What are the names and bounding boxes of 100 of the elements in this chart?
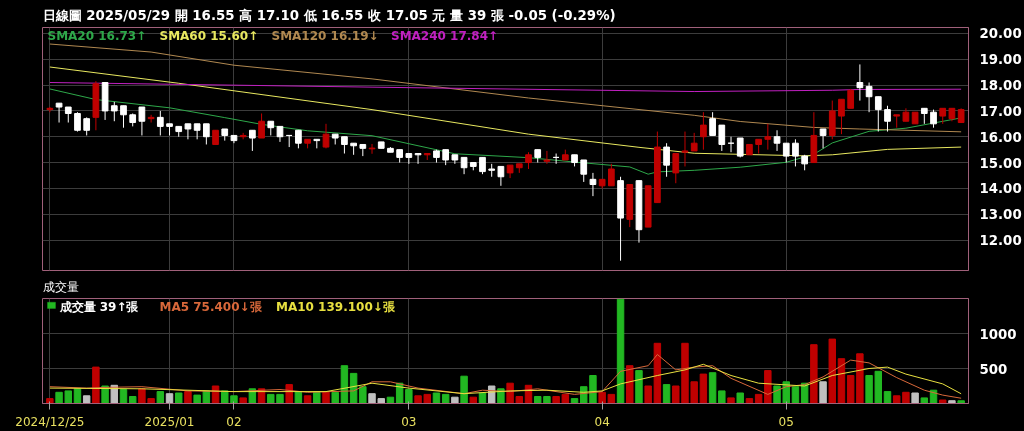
bar	[819, 381, 827, 404]
candlestick	[120, 105, 127, 129]
candlestick	[874, 96, 882, 133]
bar	[303, 395, 312, 404]
candlestick	[663, 142, 670, 178]
candlestick	[202, 123, 210, 145]
y-tick-label: 17.00	[979, 103, 1022, 119]
y-tick-label: 1000	[979, 326, 1017, 342]
x-tick-label: 05	[778, 414, 794, 429]
candlestick	[322, 123, 330, 149]
y-tick-label: 12.00	[979, 233, 1022, 249]
bar	[92, 366, 100, 404]
candlestick	[295, 129, 302, 149]
bar	[82, 395, 91, 404]
line-series	[49, 354, 962, 399]
bar	[322, 391, 330, 404]
bar	[635, 370, 643, 404]
candlestick	[838, 98, 845, 135]
bar	[727, 397, 735, 404]
bar	[46, 398, 54, 404]
candlestick	[718, 124, 726, 152]
text: SMA120 16.19↓	[271, 28, 379, 43]
y-tick-label: 20.00	[979, 26, 1022, 42]
line-series	[49, 82, 962, 93]
bar	[745, 398, 754, 404]
bar	[699, 373, 708, 404]
bar	[911, 392, 919, 404]
candlestick	[792, 138, 799, 167]
candlestick	[709, 111, 716, 136]
text: MA5 75.400↓張	[159, 299, 263, 314]
candlestick	[46, 106, 54, 113]
text: SMA60 15.60↑	[159, 28, 259, 43]
bar	[939, 399, 947, 404]
bar	[957, 400, 965, 404]
legend-label: 成交量 39↑張	[58, 299, 140, 314]
candlestick	[589, 172, 597, 197]
bar	[165, 393, 174, 404]
bar	[616, 298, 625, 404]
candlestick	[782, 142, 790, 164]
bar	[718, 390, 726, 404]
candlestick	[249, 129, 256, 152]
candlestick	[368, 143, 376, 155]
bar	[810, 344, 818, 404]
bar	[460, 375, 468, 404]
candlestick	[147, 114, 155, 124]
bar	[359, 386, 367, 404]
candlestick	[83, 116, 91, 136]
bar	[570, 398, 579, 404]
candlestick	[110, 101, 118, 122]
bar	[883, 391, 892, 404]
y-tick-label: 15.00	[979, 155, 1022, 171]
line-series	[49, 43, 962, 133]
candlestick	[773, 129, 781, 152]
candlestick	[74, 111, 81, 133]
y-tick-label: 18.00	[979, 78, 1022, 94]
bar	[451, 396, 459, 404]
candlestick	[193, 123, 201, 140]
x-tick-label: 03	[401, 414, 417, 429]
text: SMA240 17.84↑	[391, 28, 499, 43]
x-tick-label: 04	[594, 414, 610, 429]
candlestick	[930, 109, 937, 129]
candlestick	[258, 112, 265, 139]
candlestick	[865, 82, 873, 113]
bar	[644, 385, 652, 404]
candlestick	[681, 131, 689, 167]
y-tick-label: 14.00	[979, 181, 1022, 197]
y-tick-label: 19.00	[979, 52, 1022, 68]
candlestick	[414, 153, 422, 165]
candlestick	[580, 159, 588, 183]
y-tick-label: 16.00	[979, 129, 1022, 145]
candlestick	[184, 123, 192, 140]
bar	[662, 384, 671, 404]
x-tick-label: 2025/01	[144, 414, 195, 429]
candlestick	[672, 153, 680, 184]
candlestick	[138, 106, 146, 136]
candlestick	[856, 63, 864, 102]
x-tick-label: 02	[226, 414, 242, 429]
y-tick-label: 500	[979, 361, 1008, 377]
candlestick	[690, 132, 698, 152]
bar	[708, 372, 717, 404]
candlestick	[819, 128, 827, 149]
bar	[175, 392, 183, 404]
bar	[119, 389, 128, 404]
chart-title: 日線圖 2025/05/29 開 16.55 高 17.10 低 16.55 收 17.05 元 量 39 張 -0.05 (-0.29%)	[42, 7, 616, 23]
text: MA10 139.100↓張	[276, 299, 396, 314]
x-tick-label: 2024/12/25	[15, 414, 85, 429]
bar	[469, 396, 477, 404]
bar	[791, 386, 800, 404]
candlestick	[847, 88, 855, 109]
bar	[828, 338, 836, 404]
candlestick	[55, 102, 63, 124]
bar	[156, 391, 165, 404]
y-tick-label: 13.00	[979, 207, 1022, 223]
bar	[128, 396, 137, 404]
chart-title: 成交量	[42, 279, 79, 294]
bar	[331, 391, 339, 404]
bar	[948, 400, 956, 404]
bar	[432, 392, 441, 404]
bar	[920, 397, 929, 404]
bar	[313, 391, 321, 404]
